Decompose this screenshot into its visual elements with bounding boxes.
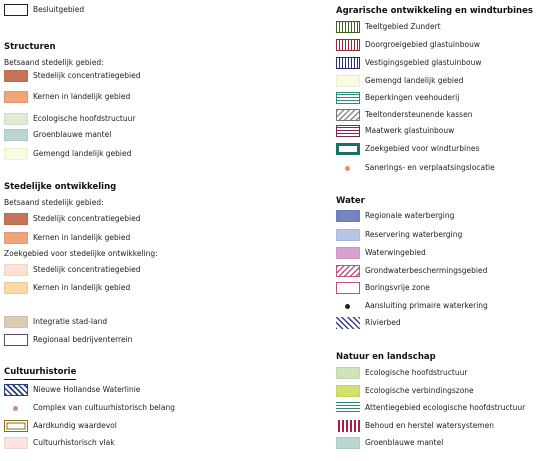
legend-item-label: Regionaal bedrijventerrein <box>33 335 133 344</box>
legend-swatch <box>4 129 28 141</box>
section-heading-text: Water <box>336 196 365 206</box>
legend-item-label: Zoekgebied voor windturbines <box>365 144 480 153</box>
legend-item-label: Ecologische hoofdstructuur <box>365 368 468 377</box>
section-heading-text: Agrarische ontwikkeling en windturbines <box>336 6 533 16</box>
legend-item-label: Kernen in landelijk gebied <box>33 283 131 292</box>
section-subheading: Betsaand stedelijk gebied: <box>4 198 104 207</box>
legend-item-label: Besluitgebied <box>33 5 85 14</box>
section-heading: Water <box>336 196 365 206</box>
heading-underline <box>4 379 76 380</box>
legend-swatch <box>336 437 360 449</box>
section-heading-text: Natuur en landschap <box>336 352 436 362</box>
section-subheading: Betsaand stedelijk gebied: <box>4 58 104 67</box>
section-subheading: Zoekgebied voor stedelijke ontwikkeling: <box>4 249 158 258</box>
legend-item-label: Nieuwe Hollandse Waterlinie <box>33 385 141 394</box>
legend-swatch <box>336 317 360 329</box>
section-heading-text: Stedelijke ontwikkeling <box>4 182 117 192</box>
legend-swatch <box>336 420 360 432</box>
legend-swatch <box>336 125 360 137</box>
legend-item-label: Doorgroeigebied glastuinbouw <box>365 40 480 49</box>
legend-swatch <box>4 91 28 103</box>
legend-item-label: Aardkundig waardevol <box>33 421 117 430</box>
marker-dot-icon <box>345 166 350 171</box>
legend-item-label: Groenblauwe mantel <box>33 130 112 139</box>
legend-swatch <box>336 247 360 259</box>
legend-swatch <box>336 210 360 222</box>
legend-item-label: Stedelijk concentratiegebied <box>33 214 141 223</box>
legend-item-label: Behoud en herstel watersystemen <box>365 421 494 430</box>
legend-item-label: Complex van cultuurhistorisch belang <box>33 403 175 412</box>
legend-swatch <box>4 437 28 449</box>
section-heading-text: Structuren <box>4 42 56 52</box>
legend-swatch <box>336 282 360 294</box>
section-heading: Cultuurhistorie <box>4 367 77 380</box>
section-heading: Stedelijke ontwikkeling <box>4 182 116 192</box>
legend-swatch <box>4 232 28 244</box>
section-heading: Natuur en landschap <box>336 352 436 362</box>
legend-swatch <box>336 385 360 397</box>
legend-item-label: Teeltgebied Zundert <box>365 22 441 31</box>
legend-swatch <box>4 113 28 125</box>
section-heading: Structuren <box>4 42 56 52</box>
legend-marker <box>336 300 360 312</box>
legend-item-label: Teeltondersteunende kassen <box>365 110 473 119</box>
legend-item-label: Sanerings- en verplaatsingslocatie <box>365 163 495 172</box>
legend-item-label: Vestigingsgebied glastuinbouw <box>365 58 482 67</box>
legend-swatch <box>4 148 28 160</box>
legend-item-label: Integratie stad-land <box>33 317 108 326</box>
legend-marker <box>336 162 360 174</box>
legend-swatch <box>4 384 28 396</box>
legend-item-label: Ecologische verbindingszone <box>365 386 474 395</box>
legend-swatch <box>336 367 360 379</box>
legend-swatch <box>4 70 28 82</box>
legend-item-label: Gemengd landelijk gebied <box>365 76 464 85</box>
legend-swatch <box>336 92 360 104</box>
legend-item-label: Grondwaterbeschermingsgebied <box>365 266 488 275</box>
legend-item-label: Attentiegebied ecologische hoofdstructuu… <box>365 403 526 412</box>
legend-item-label: Maatwerk glastuinbouw <box>365 126 455 135</box>
legend-swatch <box>336 21 360 33</box>
legend-item-label: Aansluiting primaire waterkering <box>365 301 488 310</box>
section-heading-text: Cultuurhistorie <box>4 367 77 377</box>
legend-item-label: Groenblauwe mantel <box>365 438 444 447</box>
legend-item-label: Gemengd landelijk gebied <box>33 149 132 158</box>
legend-swatch <box>4 334 28 346</box>
legend-swatch <box>4 316 28 328</box>
section-heading: Agrarische ontwikkeling en windturbines <box>336 6 533 16</box>
legend-swatch <box>4 4 28 16</box>
legend-item-label: Kernen in landelijk gebied <box>33 92 131 101</box>
legend-item-label: Boringsvrije zone <box>365 283 430 292</box>
legend-swatch <box>336 143 360 155</box>
legend-swatch <box>4 282 28 294</box>
legend-swatch <box>336 57 360 69</box>
marker-dot-icon <box>345 304 350 309</box>
marker-dot-icon <box>13 406 18 411</box>
legend-swatch <box>4 213 28 225</box>
legend-swatch <box>336 39 360 51</box>
legend-swatch <box>336 75 360 87</box>
legend-item-label: Waterwingebied <box>365 248 426 257</box>
legend-item-label: Beperkingen veehouderij <box>365 93 460 102</box>
legend-swatch <box>336 265 360 277</box>
legend-item-label: Reservering waterberging <box>365 230 463 239</box>
legend-swatch <box>4 264 28 276</box>
legend-item-label: Regionale waterberging <box>365 211 455 220</box>
legend-swatch <box>336 109 360 121</box>
legend-item-label: Cultuurhistorisch vlak <box>33 438 115 447</box>
legend-item-label: Ecologische hoofdstructuur <box>33 114 136 123</box>
legend-item-label: Rivierbed <box>365 318 401 327</box>
legend-item-label: Stedelijk concentratiegebied <box>33 71 141 80</box>
legend-item-label: Kernen in landelijk gebied <box>33 233 131 242</box>
legend-marker <box>4 402 28 414</box>
legend-swatch <box>4 420 28 432</box>
legend-swatch <box>336 229 360 241</box>
legend-item-label: Stedelijk concentratiegebied <box>33 265 141 274</box>
legend-swatch <box>336 402 360 414</box>
